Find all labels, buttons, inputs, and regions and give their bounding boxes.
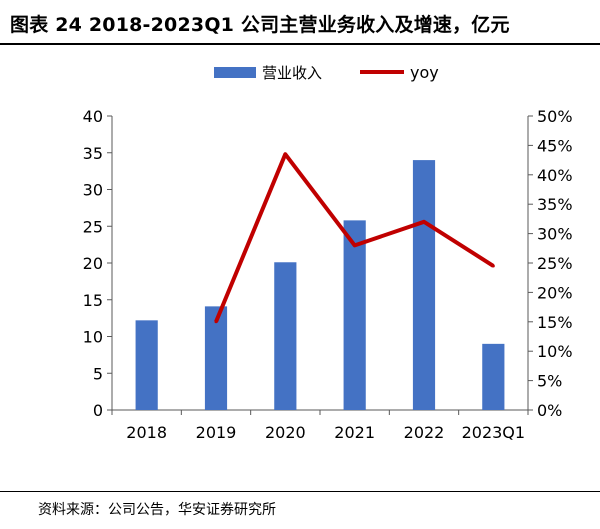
- bar: [204, 306, 228, 410]
- yoy-point: [283, 152, 287, 156]
- y-left-tick-label: 35: [83, 144, 103, 163]
- y-left-tick-label: 25: [83, 217, 103, 236]
- yoy-point: [353, 243, 357, 247]
- yoy-point: [491, 264, 495, 268]
- y-left-tick-label: 5: [93, 364, 103, 383]
- title-bar: 图表 24 2018-2023Q1 公司主营业务收入及增速，亿元: [0, 0, 600, 45]
- y-right-tick-label: 35%: [537, 195, 573, 214]
- yoy-point: [422, 220, 426, 224]
- y-right-tick-label: 40%: [537, 166, 573, 185]
- y-left-tick-label: 0: [93, 401, 103, 420]
- x-tick-label: 2019: [196, 423, 237, 442]
- legend-swatch-bar: [214, 67, 256, 78]
- bar: [412, 160, 436, 410]
- legend-label-line: yoy: [410, 63, 439, 82]
- legend-label-bar: 营业收入: [262, 64, 322, 82]
- y-right-tick-label: 45%: [537, 136, 573, 155]
- x-tick-label: 2022: [404, 423, 445, 442]
- combo-chart: 0 5 10 15 20 25 30 35 40 0% 5% 10% 15% 20% 25% 30% 35% 40…: [83, 63, 573, 442]
- source-note: 资料来源：公司公告，华安证券研究所: [38, 502, 276, 518]
- title-rule: [0, 43, 600, 45]
- bar: [274, 262, 297, 410]
- y-right-tick-label: 25%: [537, 254, 573, 273]
- x-tick-label: 2023Q1: [462, 423, 526, 442]
- y-right-tick-label: 5%: [537, 372, 562, 391]
- y-right-tick-label: 10%: [537, 342, 573, 361]
- source-rule: [0, 491, 600, 492]
- y-left-tick-label: 30: [83, 181, 103, 200]
- yoy-point: [214, 320, 218, 324]
- figure-title: 图表 24 2018-2023Q1 公司主营业务收入及增速，亿元: [10, 14, 510, 36]
- y-left-tick-label: 20: [83, 254, 103, 273]
- y-left-tick-label: 10: [83, 328, 103, 347]
- y-right-tick-label: 30%: [537, 225, 573, 244]
- y-right-tick-label: 15%: [537, 313, 573, 332]
- y-right-tick-label: 20%: [537, 283, 573, 302]
- bar: [135, 320, 158, 410]
- y-right-tick-label: 50%: [537, 107, 573, 126]
- x-tick-label: 2020: [265, 423, 306, 442]
- y-left-tick-label: 15: [83, 291, 103, 310]
- bar: [482, 343, 505, 410]
- y-right-tick-label: 0%: [537, 401, 562, 420]
- bar: [343, 220, 366, 410]
- y-left-tick-label: 40: [83, 107, 103, 126]
- x-tick-label: 2018: [126, 423, 167, 442]
- x-tick-label: 2021: [334, 423, 375, 442]
